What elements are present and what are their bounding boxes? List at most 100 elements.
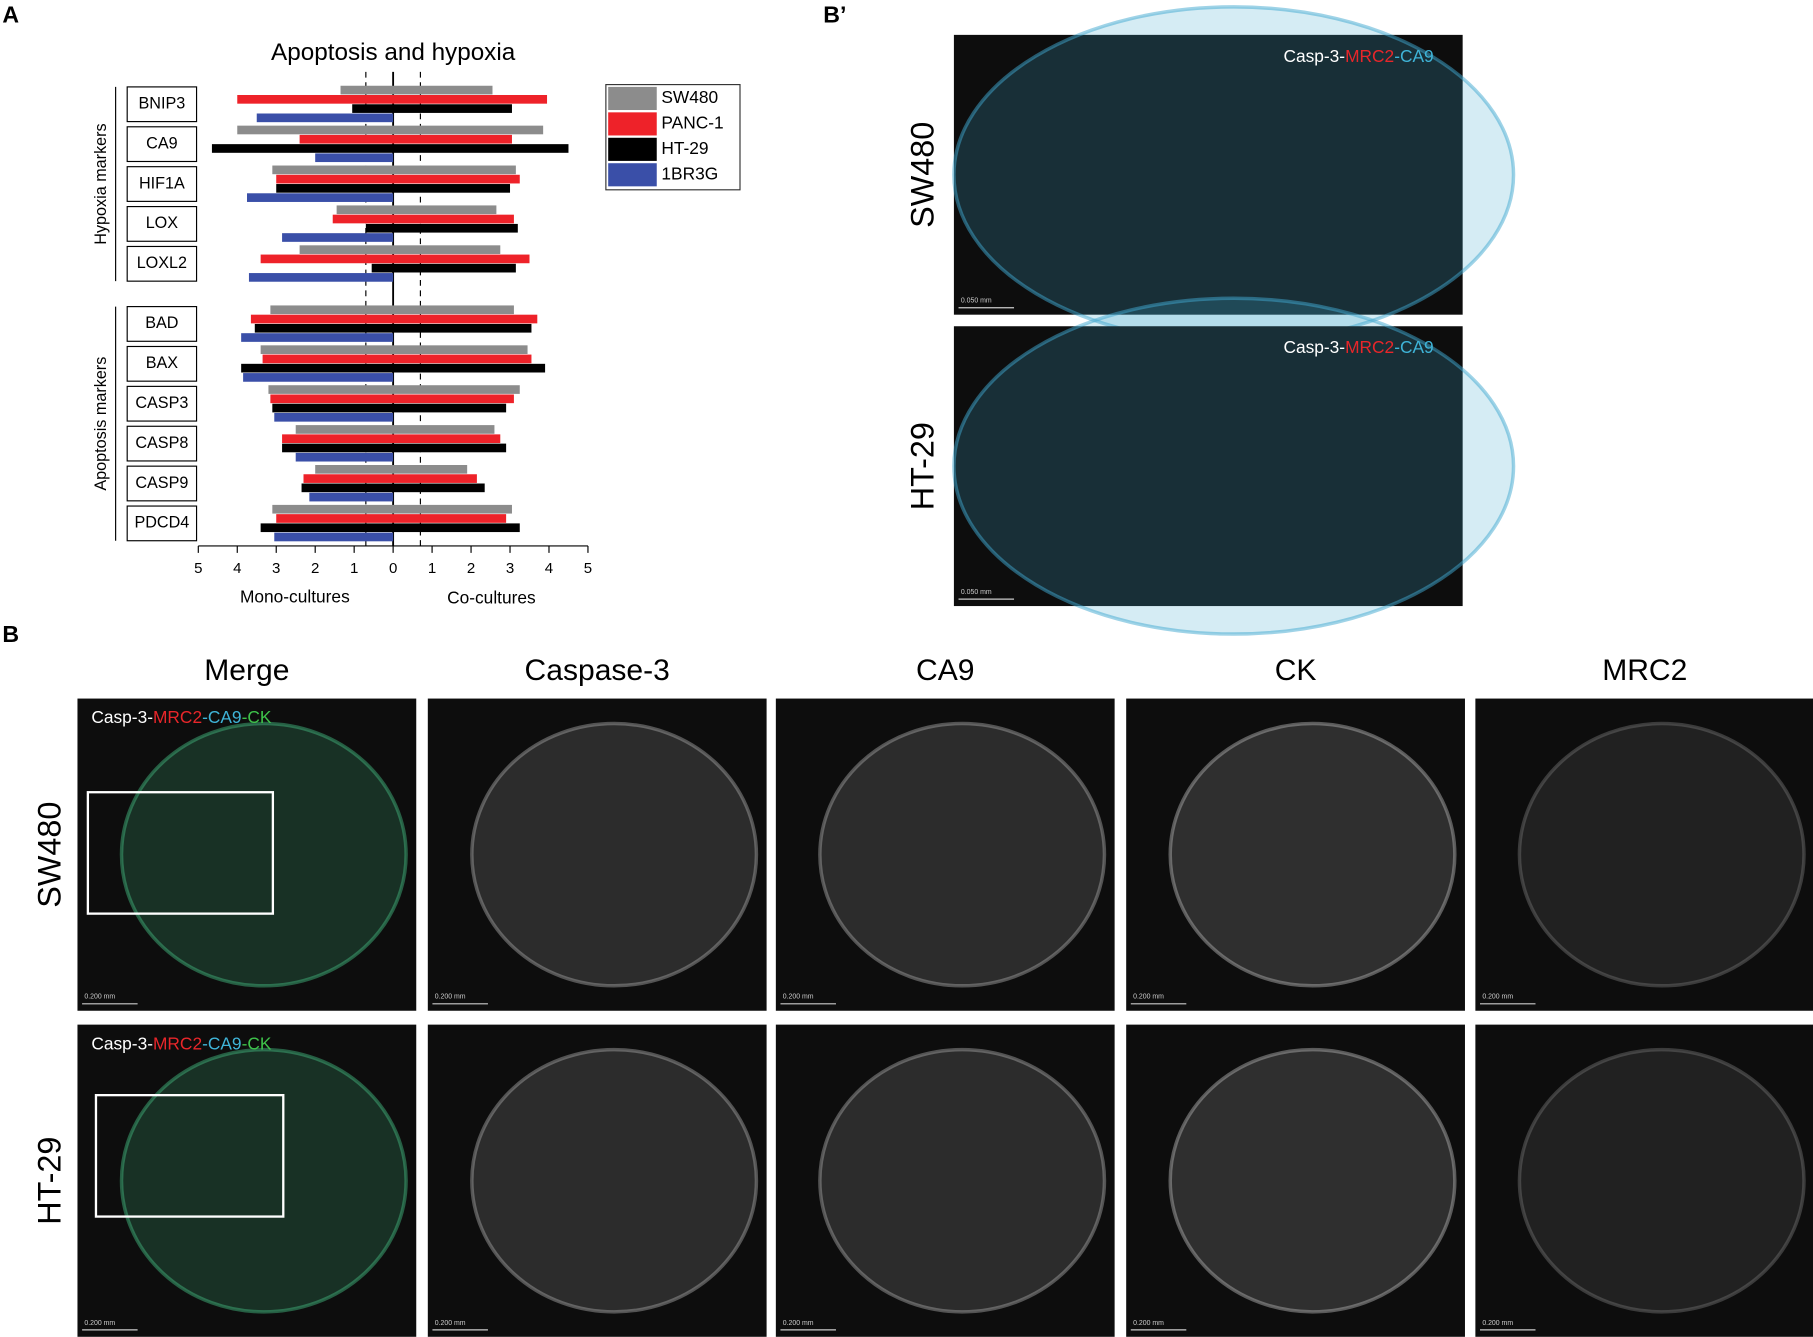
spheroid	[1517, 1047, 1806, 1314]
overlay-label: Casp-3-MRC2-CA9-CK	[91, 707, 272, 727]
micrograph	[427, 1024, 767, 1337]
panel-label: A	[2, 1, 19, 27]
spheroid	[818, 1047, 1107, 1314]
overlay-part: MRC2	[1345, 45, 1394, 65]
overlay-label: Casp-3-MRC2-CA9	[1283, 337, 1433, 357]
bar	[303, 474, 477, 483]
category-box	[126, 126, 198, 163]
category-box	[126, 245, 198, 282]
scale-label: 0.200 mm	[1482, 994, 1513, 1001]
overlay-part: -CK	[242, 1033, 272, 1053]
spheroid	[119, 1047, 408, 1314]
x-tick-label: 2	[311, 560, 319, 577]
spheroid	[1517, 721, 1806, 988]
overlay-part: Casp-3-	[1283, 337, 1345, 357]
category-box	[126, 505, 198, 542]
overlay-label: Casp-3-MRC2-CA9	[1283, 45, 1433, 65]
bar	[272, 403, 507, 413]
scale-label: 0.200 mm	[435, 994, 466, 1001]
column-header: MRC2	[1602, 654, 1687, 687]
category-label: CASP3	[135, 394, 188, 412]
spheroid	[119, 721, 408, 988]
bar	[276, 514, 507, 523]
bar	[276, 174, 520, 184]
panel-label: B’	[823, 1, 846, 27]
x-tick-label: 4	[233, 560, 241, 577]
x-tick-label: 2	[467, 560, 475, 577]
x-tick-label: 5	[584, 560, 592, 577]
legend-label: HT-29	[661, 138, 708, 158]
category-box	[126, 385, 198, 422]
bar	[268, 385, 520, 394]
bar	[282, 443, 507, 453]
bar	[299, 134, 512, 144]
bar	[256, 113, 394, 123]
x-tick-label: 1	[428, 560, 436, 577]
bar	[270, 394, 514, 404]
bar	[243, 373, 394, 382]
bar	[276, 184, 511, 193]
x-tick-label: 5	[194, 560, 202, 577]
overlay-part: MRC2	[1345, 337, 1394, 357]
spheroid	[470, 1047, 759, 1314]
bar	[336, 205, 497, 215]
column-header: Merge	[204, 654, 289, 687]
column-header: CK	[1275, 654, 1317, 687]
overlay-part: MRC2	[153, 707, 202, 727]
legend-label: 1BR3G	[661, 163, 718, 183]
category-box	[126, 166, 198, 202]
column-header: Caspase-3	[525, 654, 670, 687]
bar	[282, 434, 501, 444]
bar	[241, 363, 546, 373]
overlay-part: -CA9	[202, 707, 241, 727]
bar	[260, 254, 530, 264]
spheroid	[1168, 721, 1457, 988]
x-tick-label: 4	[545, 560, 553, 577]
bar	[282, 233, 394, 242]
bar	[262, 354, 532, 364]
bar	[237, 125, 544, 135]
spheroid	[1168, 1047, 1457, 1314]
bar	[237, 95, 548, 104]
overlay-part: Casp-3-	[1283, 45, 1345, 65]
overlay-part: -CA9	[1394, 45, 1433, 65]
category-label: PDCD4	[134, 514, 189, 532]
bar	[295, 452, 394, 462]
spheroid	[818, 721, 1107, 988]
micrograph	[1126, 1024, 1465, 1337]
scale-label: 0.200 mm	[1482, 1320, 1513, 1327]
row-label: SW480	[32, 802, 68, 908]
overlay-part: -CA9	[1394, 337, 1433, 357]
bar	[365, 223, 518, 233]
x-tick-label: 3	[272, 560, 280, 577]
bar	[332, 214, 514, 224]
category-label: LOX	[146, 214, 179, 232]
row-label: HT-29	[32, 1137, 68, 1225]
chart-title: Apoptosis and hypoxia	[271, 39, 516, 66]
category-label: CASP9	[135, 474, 188, 492]
legend-swatch	[608, 112, 657, 136]
micrograph	[1126, 698, 1465, 1011]
x-tick-label: 1	[350, 560, 358, 577]
micrograph	[953, 326, 1463, 607]
bar	[254, 323, 532, 333]
category-box	[126, 345, 198, 382]
bar	[371, 263, 516, 273]
column-header: CA9	[916, 654, 974, 687]
x-axis-label: Mono-cultures	[240, 587, 350, 607]
row-label: SW480	[905, 122, 941, 228]
bar	[248, 273, 394, 282]
micrograph	[953, 34, 1463, 315]
overlay-label: Casp-3-MRC2-CA9-CK	[91, 1033, 272, 1053]
bar	[247, 193, 394, 202]
category-box	[126, 86, 198, 123]
bar	[260, 523, 520, 533]
bar	[299, 245, 501, 254]
bar	[309, 492, 394, 502]
category-box	[126, 465, 198, 502]
category-box	[126, 425, 198, 462]
micrograph	[775, 698, 1115, 1011]
group-label: Hypoxia markers	[92, 123, 110, 244]
